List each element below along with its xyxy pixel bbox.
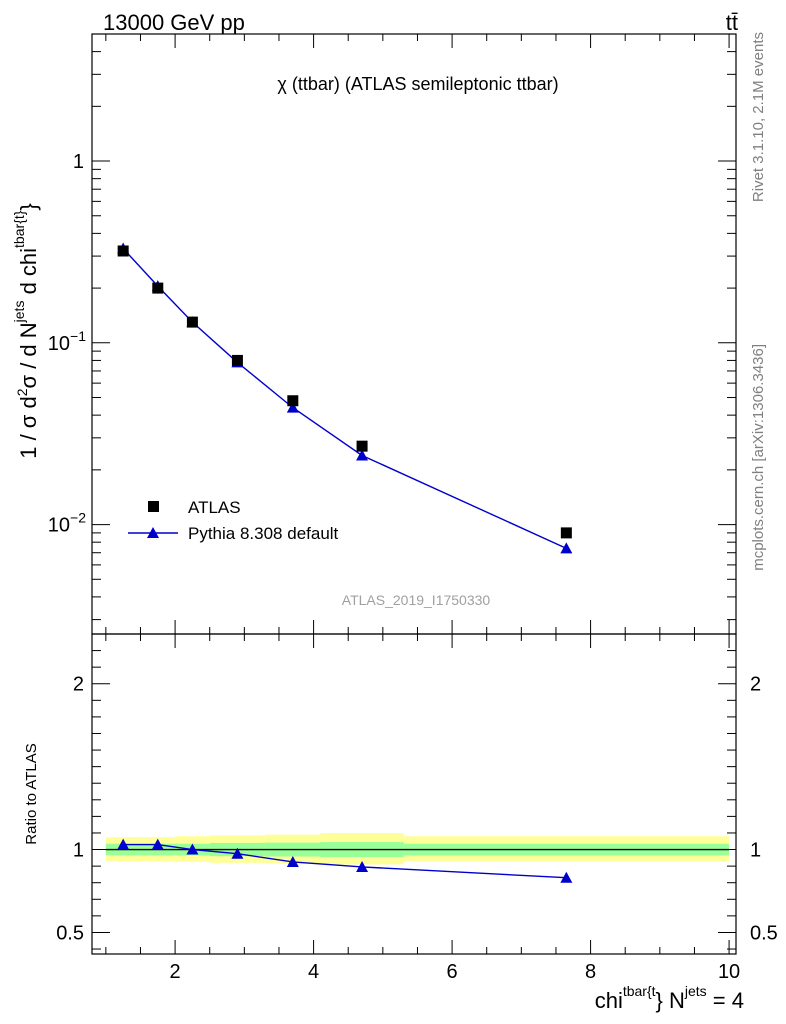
ratio-x-tick-label: 2 bbox=[170, 961, 181, 983]
ratio-pythia-point bbox=[151, 838, 164, 850]
ratio-y-axis-label: Ratio to ATLAS bbox=[23, 743, 40, 844]
main-y-tick-label: 1 bbox=[73, 151, 84, 173]
ratio-pythia-point bbox=[286, 855, 299, 867]
main-plot-frame bbox=[91, 33, 737, 635]
rivet-version-label: Rivet 3.1.10, 2.1M events bbox=[750, 32, 767, 202]
x-axis-label: chitbar{t} Njets = 4 bbox=[595, 983, 744, 1013]
pythia-point bbox=[560, 542, 573, 554]
watermark: ATLAS_2019_I1750330 bbox=[342, 592, 491, 608]
legend-pythia-label: Pythia 8.308 default bbox=[188, 524, 339, 543]
ratio-pythia-point bbox=[231, 847, 244, 859]
ratio-uncertainty-bands bbox=[105, 832, 730, 865]
ratio-panel: 0.5 0.5 1 1 2 2 2 4 6 8 10 Ratio to ATLAS chitbar… bbox=[23, 633, 778, 1013]
ratio-pythia-point bbox=[560, 871, 573, 883]
atlas-point bbox=[117, 245, 129, 257]
pythia-point bbox=[286, 401, 299, 413]
ratio-y-tick-label: 0.5 bbox=[56, 922, 84, 944]
ratio-y-tick-label-right: 2 bbox=[750, 674, 761, 696]
ratio-x-tick-label: 4 bbox=[308, 961, 319, 983]
ratio-plot-frame bbox=[91, 633, 737, 955]
main-y-tick-labels: 1 10−1 10−2 bbox=[48, 151, 86, 537]
ratio-y-tick-label-right: 1 bbox=[750, 840, 761, 862]
energy-label: 13000 GeV pp bbox=[103, 10, 245, 35]
mcplots-label: mcplots.cern.ch [arXiv:1306.3436] bbox=[750, 344, 767, 571]
legend-atlas-marker bbox=[148, 501, 159, 512]
main-y-axis-label: 1 / σ d2σ / d Njets d chitbar{t}} bbox=[11, 203, 41, 459]
legend-atlas-label: ATLAS bbox=[188, 498, 241, 517]
main-y-tick-label: 10−2 bbox=[48, 510, 86, 537]
main-panel: χ (ttbar) (ATLAS semileptonic ttbar) ATL… bbox=[11, 33, 737, 635]
ratio-x-tick-label: 10 bbox=[718, 961, 740, 983]
ratio-y-tick-labels: 0.5 0.5 1 1 2 2 bbox=[56, 674, 778, 945]
ratio-pythia-point bbox=[117, 838, 130, 850]
legend: ATLAS Pythia 8.308 default bbox=[128, 498, 339, 543]
legend-pythia-marker bbox=[147, 527, 159, 538]
ratio-y-tick-label-right: 0.5 bbox=[750, 922, 778, 944]
ratio-x-tick-label: 8 bbox=[585, 961, 596, 983]
ratio-data-marks bbox=[117, 838, 573, 883]
ratio-x-tick-labels: 2 4 6 8 10 bbox=[170, 961, 741, 983]
process-label: tt̄ bbox=[726, 10, 738, 35]
ratio-y-tick-label: 2 bbox=[73, 674, 84, 696]
atlas-point bbox=[231, 354, 243, 366]
atlas-point bbox=[152, 282, 164, 294]
atlas-point bbox=[287, 395, 299, 407]
main-data-marks bbox=[117, 242, 573, 554]
atlas-point bbox=[356, 440, 368, 452]
ratio-pythia-point bbox=[356, 860, 369, 872]
atlas-point bbox=[560, 527, 572, 539]
ratio-y-tick-label: 1 bbox=[73, 840, 84, 862]
ratio-pythia-point bbox=[186, 843, 199, 855]
main-y-tick-label: 10−1 bbox=[48, 328, 86, 355]
main-title: χ (ttbar) (ATLAS semileptonic ttbar) bbox=[277, 74, 558, 94]
pythia-point bbox=[356, 449, 369, 461]
ratio-x-tick-label: 6 bbox=[447, 961, 458, 983]
atlas-point bbox=[186, 316, 198, 328]
main-axis-ticks bbox=[92, 33, 736, 634]
ratio-axis-ticks bbox=[92, 634, 736, 954]
